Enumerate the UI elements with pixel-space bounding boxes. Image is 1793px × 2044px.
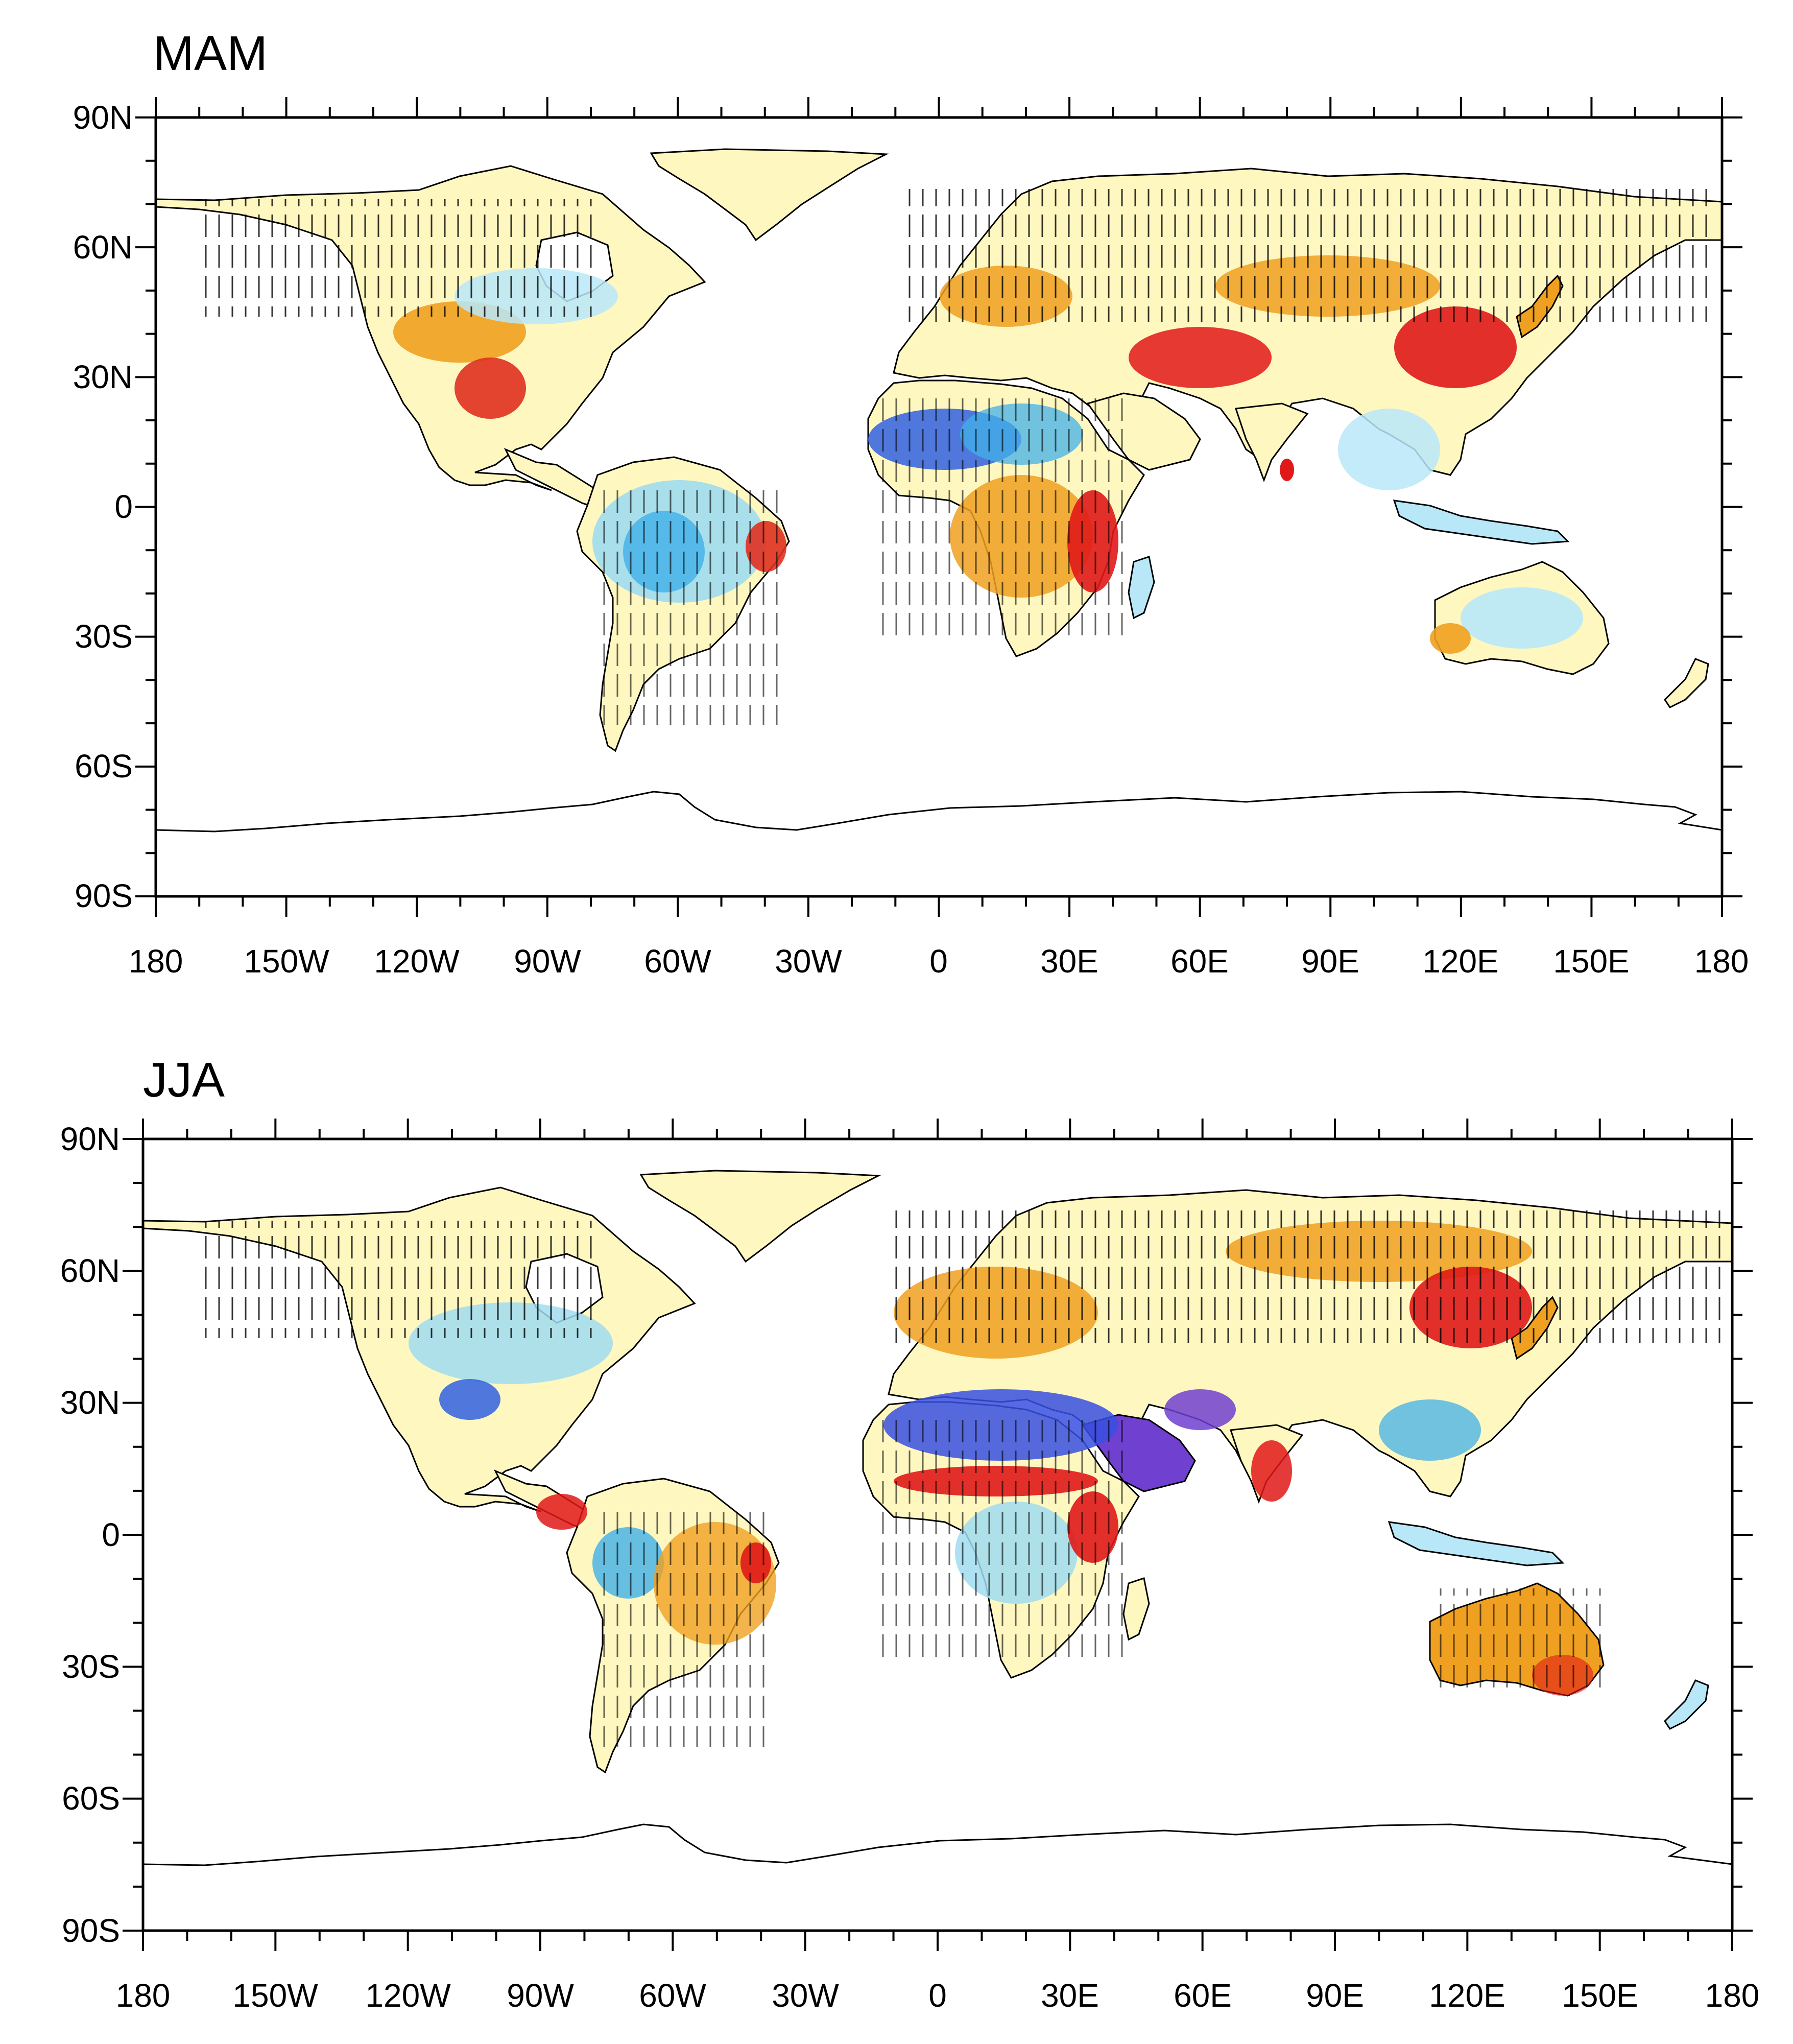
lat-label-90s: 90S (62, 1912, 120, 1949)
hatch-eurasia (899, 189, 1716, 322)
anomaly-sw-australia (1430, 623, 1471, 654)
lat-label-90n: 90N (73, 99, 133, 136)
hatch-eurasia (894, 1210, 1721, 1343)
indonesia-land (1393, 500, 1570, 545)
map-panel-jja: JJA (0, 1021, 1793, 2043)
panel-title: MAM (153, 26, 268, 81)
anomaly-india (1251, 1440, 1292, 1502)
greenland-land (639, 1170, 881, 1263)
lat-label-30n: 30N (73, 359, 133, 395)
anomaly-central-asia (1129, 327, 1272, 388)
lat-label-90s: 90S (75, 877, 133, 914)
anomaly-china (1394, 306, 1517, 388)
lon-label-120e: 120E (1429, 1977, 1505, 2014)
indonesia-land (1388, 1521, 1565, 1566)
lat-label-90n: 90N (60, 1121, 120, 1157)
lat-label-60s: 60S (62, 1780, 120, 1817)
lat-label-60s: 60S (75, 748, 133, 785)
new-zealand-land (1664, 1679, 1709, 1730)
hatch-africa (878, 398, 1134, 644)
lon-label-60e: 60E (1174, 1977, 1232, 2014)
anomaly-iran (1164, 1389, 1236, 1430)
hatch-africa (873, 1420, 1129, 1665)
lon-label-150w: 150W (232, 1977, 318, 2014)
lon-label-180e: 180 (1705, 1977, 1760, 2014)
hatch-north-america (204, 199, 603, 317)
lon-label-30w: 30W (772, 1977, 839, 2014)
lon-label-90w: 90W (507, 1977, 574, 2014)
india-land (1234, 402, 1309, 483)
anomaly-central-america (536, 1494, 587, 1530)
greenland-land (650, 148, 889, 242)
lon-label-120e: 120E (1422, 943, 1499, 980)
map-panel-mam: MAM (0, 0, 1793, 1021)
lat-label-30s: 30S (75, 618, 133, 655)
lon-label-90e: 90E (1306, 1977, 1364, 2014)
lon-label-180w: 180 (128, 943, 183, 980)
hatch-south-america (603, 490, 781, 725)
lon-label-150w: 150W (244, 943, 329, 980)
anomaly-south-china (1379, 1399, 1481, 1461)
anomaly-texas (439, 1379, 500, 1420)
lat-label-0: 0 (114, 488, 133, 525)
antarctica-coast (156, 791, 1722, 833)
lon-label-150e: 150E (1562, 1977, 1638, 2014)
anomaly-mexico (455, 358, 526, 419)
lon-label-90e: 90E (1301, 943, 1359, 980)
tick-marks (123, 1119, 1753, 1951)
lon-label-0: 0 (928, 1977, 947, 2014)
lon-label-180w: 180 (115, 1977, 171, 2014)
lat-label-60n: 60N (60, 1252, 120, 1289)
hatch-australia (1430, 1588, 1604, 1691)
lat-label-60n: 60N (73, 229, 133, 266)
lon-label-120w: 120W (365, 1977, 451, 2014)
lon-label-150e: 150E (1553, 943, 1630, 980)
panel-title: JJA (143, 1053, 225, 1107)
lon-label-30e: 30E (1041, 1977, 1099, 2014)
hatch-north-america (204, 1221, 603, 1338)
lat-label-0: 0 (102, 1516, 120, 1553)
map-svg-jja (123, 1119, 1753, 1951)
hatch-south-america (592, 1512, 771, 1747)
lon-label-30e: 30E (1040, 943, 1098, 980)
anomaly-sri-lanka (1280, 459, 1294, 481)
anomaly-australia (1461, 587, 1583, 649)
map-svg-mam (135, 97, 1742, 917)
lon-label-60w: 60W (639, 1977, 706, 2014)
lon-label-180e: 180 (1694, 943, 1749, 980)
lat-label-30s: 30S (62, 1648, 120, 1685)
anomaly-se-asia (1338, 409, 1440, 490)
lat-label-30n: 30N (60, 1384, 120, 1421)
lon-label-60e: 60E (1170, 943, 1229, 980)
tick-marks (135, 97, 1742, 917)
antarctica-coast (143, 1823, 1732, 1866)
lon-label-30w: 30W (775, 943, 842, 980)
lon-label-90w: 90W (514, 943, 581, 980)
new-zealand-land (1664, 658, 1709, 708)
lon-label-60w: 60W (644, 943, 711, 980)
lon-label-0: 0 (929, 943, 948, 980)
lon-label-120w: 120W (374, 943, 460, 980)
